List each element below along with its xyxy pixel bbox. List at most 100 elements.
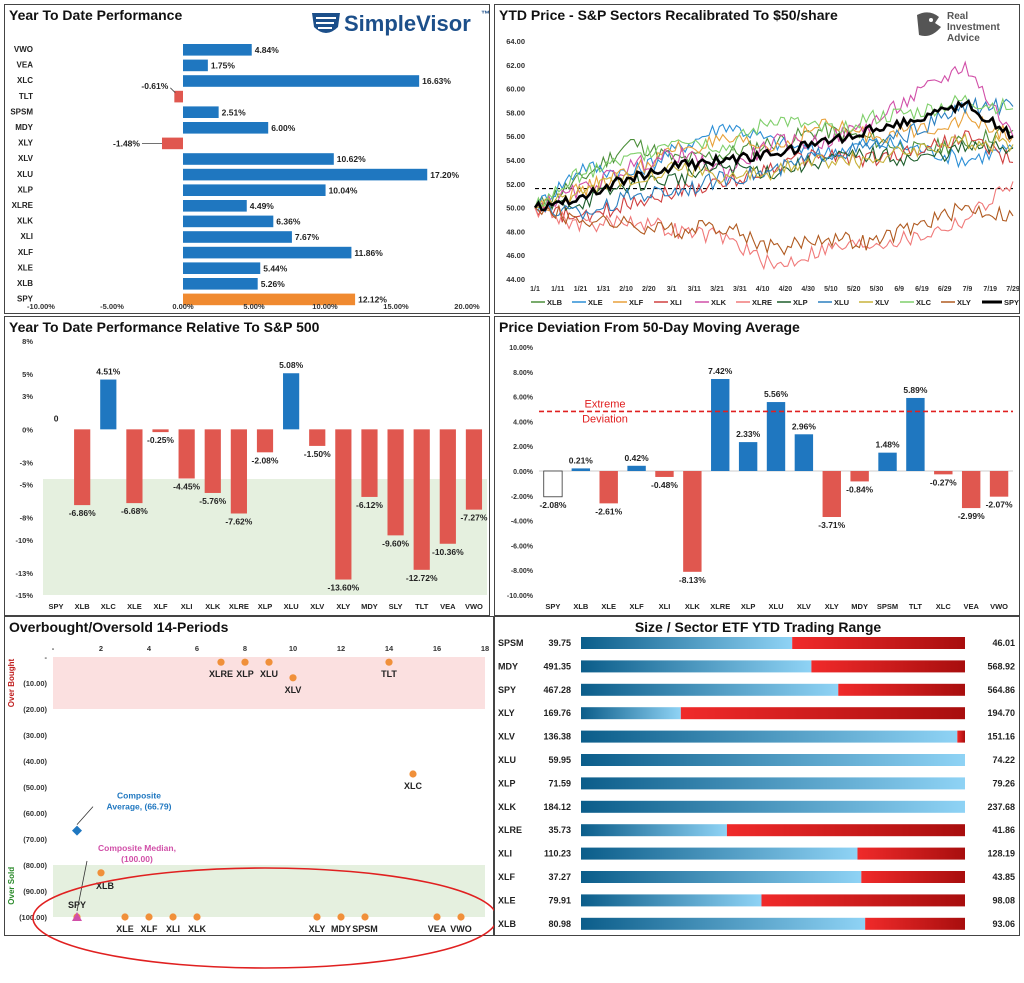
bar-value-label: -1.50% [304, 449, 331, 459]
point-label: XLC [404, 781, 423, 791]
category-label: XLRE [710, 602, 730, 611]
ytd-performance-panel: Year To Date Performance SimpleVisor ™ V… [4, 4, 490, 314]
y-tick-label: -5% [20, 481, 34, 490]
range-ticker: XLK [498, 802, 517, 812]
x-tick-label: 6/9 [894, 286, 904, 293]
category-label: XLI [21, 232, 33, 241]
range-ticker: XLI [498, 849, 512, 859]
category-label: TLT [415, 602, 429, 611]
y-tick-label: (60.00) [23, 809, 47, 818]
y-tick-label: 50.00 [506, 204, 525, 213]
bar-xlp [183, 184, 326, 196]
y-tick-label: -6.00% [511, 543, 534, 550]
range-high: 98.08 [992, 895, 1015, 905]
point-tlt [385, 658, 393, 666]
trademark-mark: ™ [481, 9, 490, 19]
bar-value-label: 4.49% [250, 201, 275, 211]
y-tick-label: -8.00% [511, 568, 534, 575]
series-line-xlp [534, 139, 1014, 212]
bar-value-label: 5.08% [279, 360, 304, 370]
range-high: 564.86 [987, 685, 1015, 695]
range-ticker: XLV [498, 732, 515, 742]
legend-label: XLI [670, 298, 682, 307]
ria-line-3: Advice [947, 33, 980, 44]
category-label: SPY [17, 295, 34, 304]
bar-xli [655, 471, 674, 477]
trading-range-chart: SPSM 39.75 46.01 MDY 491.35 568.92 SPY 467.28 56… [498, 637, 1015, 930]
legend-label: XLV [875, 298, 889, 307]
category-label: XLF [153, 602, 168, 611]
x-tick-label: 4 [147, 644, 152, 653]
x-tick-label: 10.00% [312, 302, 338, 311]
bar-xlp [738, 442, 758, 471]
range-bar-blue-spy [581, 683, 839, 696]
series-line-xlb [534, 120, 1014, 208]
composite-median-value: (100.00) [121, 854, 153, 864]
range-low: 467.28 [543, 685, 571, 695]
point-label: SPSM [352, 924, 378, 934]
range-ticker: XLRE [498, 825, 522, 835]
bar-value-label: -6.86% [69, 508, 96, 518]
range-bar-red-mdy [811, 660, 965, 673]
x-tick-label: 5.00% [243, 302, 265, 311]
range-low: 79.91 [548, 895, 571, 905]
range-high: 46.01 [992, 638, 1015, 648]
overbought-oversold-title: Overbought/Oversold 14-Periods [9, 619, 229, 635]
x-tick-label: 7/19 [983, 286, 997, 293]
bar-xlre [230, 429, 247, 514]
category-label: XLP [17, 185, 33, 194]
x-tick-label: 20.00% [454, 302, 480, 311]
bar-value-label: -9.60% [382, 538, 409, 548]
bar-value-label: -8.13% [679, 575, 706, 585]
range-ticker: XLB [498, 919, 517, 929]
overbought-oversold-chart: - 2 4 6 8 10 12 14 16 18 - (10.00) (20.00) (30.00) (40… [7, 644, 489, 934]
bar-vwo [989, 471, 1009, 497]
range-bar-blue-xlp [581, 777, 965, 790]
bar-value-label: 2.96% [792, 421, 817, 431]
relative-performance-chart: 8% 5% 3% 0% -3% -5% -8% -10% -13% -15% 0 SPY -6.86% X… [15, 337, 487, 611]
y-tick-label: (40.00) [23, 757, 47, 766]
bar-xlv [794, 434, 814, 471]
legend-label: XLC [916, 298, 932, 307]
bar-spsm [183, 106, 219, 118]
x-tick-label: 2 [99, 644, 103, 653]
simplevisor-logo: SimpleVisor ™ [310, 9, 490, 41]
x-tick-label: 5/10 [824, 286, 838, 293]
category-label: SPY [545, 602, 560, 611]
range-high: 43.85 [992, 872, 1015, 882]
y-tick-label: 48.00 [506, 227, 525, 236]
bar-tlt [906, 397, 925, 471]
category-label: XLC [17, 76, 33, 85]
ria-line-1: Real [947, 11, 969, 22]
range-high: 151.16 [987, 732, 1015, 742]
bar-tlt [174, 90, 183, 103]
x-tick-label: 3/1 [667, 286, 677, 293]
category-label: VEA [440, 602, 456, 611]
bar-vwo [183, 44, 252, 56]
x-tick-label: -10.00% [27, 302, 55, 311]
point-label: XLY [309, 924, 326, 934]
y-tick-label: 6.00% [513, 395, 534, 402]
point-label: SPY [68, 900, 86, 910]
category-label: VWO [14, 45, 33, 54]
legend-label: XLB [547, 298, 563, 307]
eagle-head-icon [917, 12, 941, 36]
point-label: MDY [331, 924, 351, 934]
category-label: XLF [630, 602, 645, 611]
y-tick-label: 3% [22, 392, 33, 401]
range-low: 71.59 [548, 778, 571, 788]
category-label: VWO [990, 602, 1008, 611]
y-tick-label: (10.00) [23, 679, 47, 688]
bar-xlk [204, 429, 221, 493]
leader-line [170, 87, 176, 94]
y-tick-label: 0.00% [513, 469, 534, 476]
bar-xlb [74, 429, 91, 506]
bar-vea [183, 59, 208, 72]
series-line-xlre [534, 181, 1014, 271]
bar-value-label: -1.48% [113, 139, 140, 149]
legend-label: XLE [588, 298, 603, 307]
x-tick-label: 3/11 [688, 286, 701, 293]
range-bar-blue-xlb [581, 917, 866, 930]
bar-xlp [256, 429, 274, 453]
bar-xlf [627, 465, 646, 471]
